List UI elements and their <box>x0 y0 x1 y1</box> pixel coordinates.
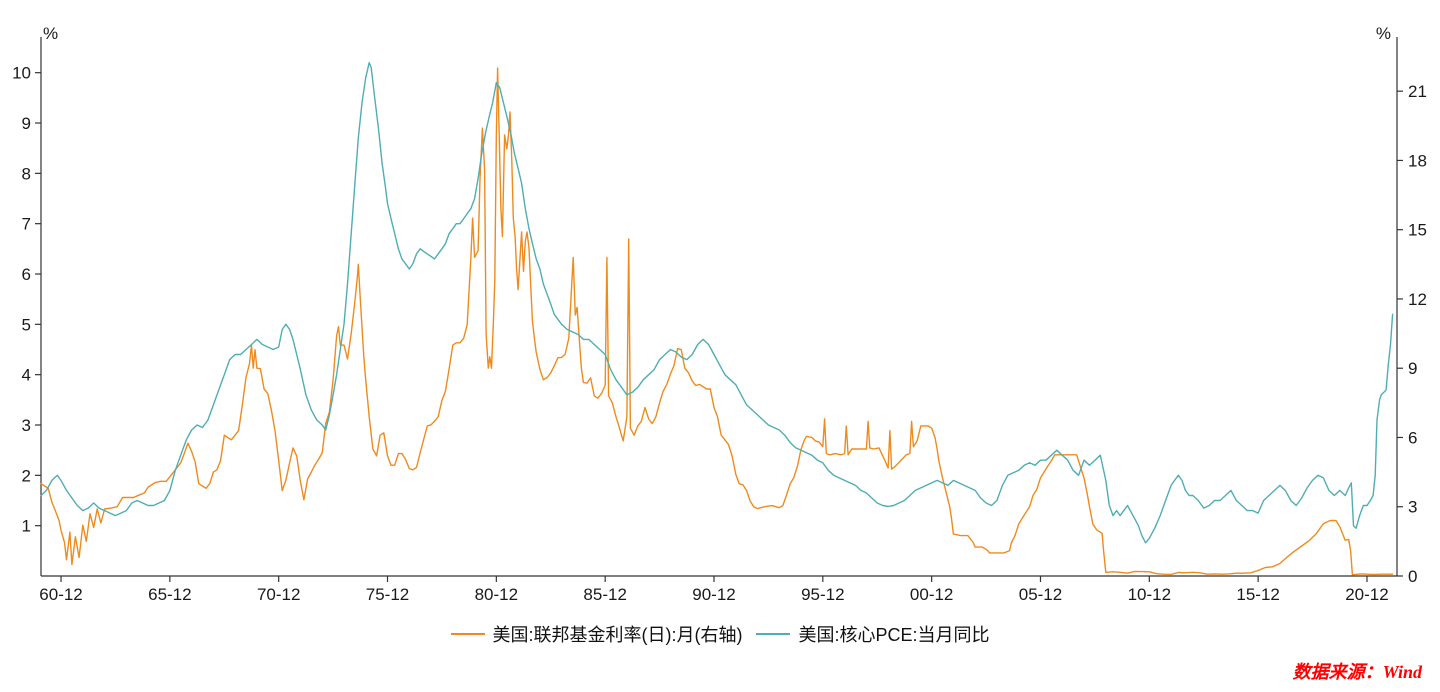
x-tick-label: 60-12 <box>39 585 82 604</box>
x-tick-label: 90-12 <box>692 585 735 604</box>
left-tick-label: 6 <box>22 265 31 284</box>
right-tick-label: 9 <box>1408 359 1417 378</box>
data-source-note: 数据来源：Wind <box>1292 662 1422 682</box>
right-tick-label: 12 <box>1408 290 1427 309</box>
legend-label-fed-funds-rate: 美国:联邦基金利率(日):月(右轴) <box>492 625 743 645</box>
right-tick-label: 0 <box>1408 567 1417 586</box>
legend-line-swatch-teal <box>756 633 791 635</box>
left-tick-label: 2 <box>22 466 31 485</box>
series-line-fed-funds-rate <box>40 67 1394 576</box>
left-tick-label: 3 <box>22 416 31 435</box>
right-tick-label: 3 <box>1408 498 1417 517</box>
legend-item-core-pce[interactable]: 美国:核心PCE:当月同比 <box>756 621 990 647</box>
left-tick-label: 5 <box>22 315 31 334</box>
right-tick-label: 15 <box>1408 221 1427 240</box>
x-tick-label: 15-12 <box>1236 585 1279 604</box>
series-line-core-pce <box>40 61 1394 544</box>
left-tick-label: 10 <box>12 64 31 83</box>
x-tick-label: 75-12 <box>366 585 409 604</box>
x-tick-label: 95-12 <box>801 585 844 604</box>
x-tick-label: 65-12 <box>148 585 191 604</box>
x-tick-label: 80-12 <box>475 585 518 604</box>
legend-label-core-pce: 美国:核心PCE:当月同比 <box>798 625 990 645</box>
left-tick-label: 8 <box>22 164 31 183</box>
right-axis-unit-label: % <box>1376 24 1391 43</box>
left-tick-label: 7 <box>22 215 31 234</box>
right-tick-label: 6 <box>1408 428 1417 447</box>
legend-line-swatch-orange <box>450 633 485 635</box>
left-tick-label: 9 <box>22 114 31 133</box>
chart-legend: 美国:联邦基金利率(日):月(右轴) 美国:核心PCE:当月同比 <box>0 621 1440 647</box>
left-tick-label: 4 <box>22 366 31 385</box>
right-tick-label: 18 <box>1408 151 1427 170</box>
x-tick-label: 05-12 <box>1019 585 1062 604</box>
left-tick-label: 1 <box>22 517 31 536</box>
legend-item-fed-funds-rate[interactable]: 美国:联邦基金利率(日):月(右轴) <box>450 621 743 647</box>
x-tick-label: 20-12 <box>1345 585 1388 604</box>
x-tick-label: 70-12 <box>257 585 300 604</box>
x-tick-label: 10-12 <box>1128 585 1171 604</box>
right-tick-label: 21 <box>1408 82 1427 101</box>
left-axis-unit-label: % <box>43 24 58 43</box>
x-tick-label: 85-12 <box>583 585 626 604</box>
x-tick-label: 00-12 <box>910 585 953 604</box>
